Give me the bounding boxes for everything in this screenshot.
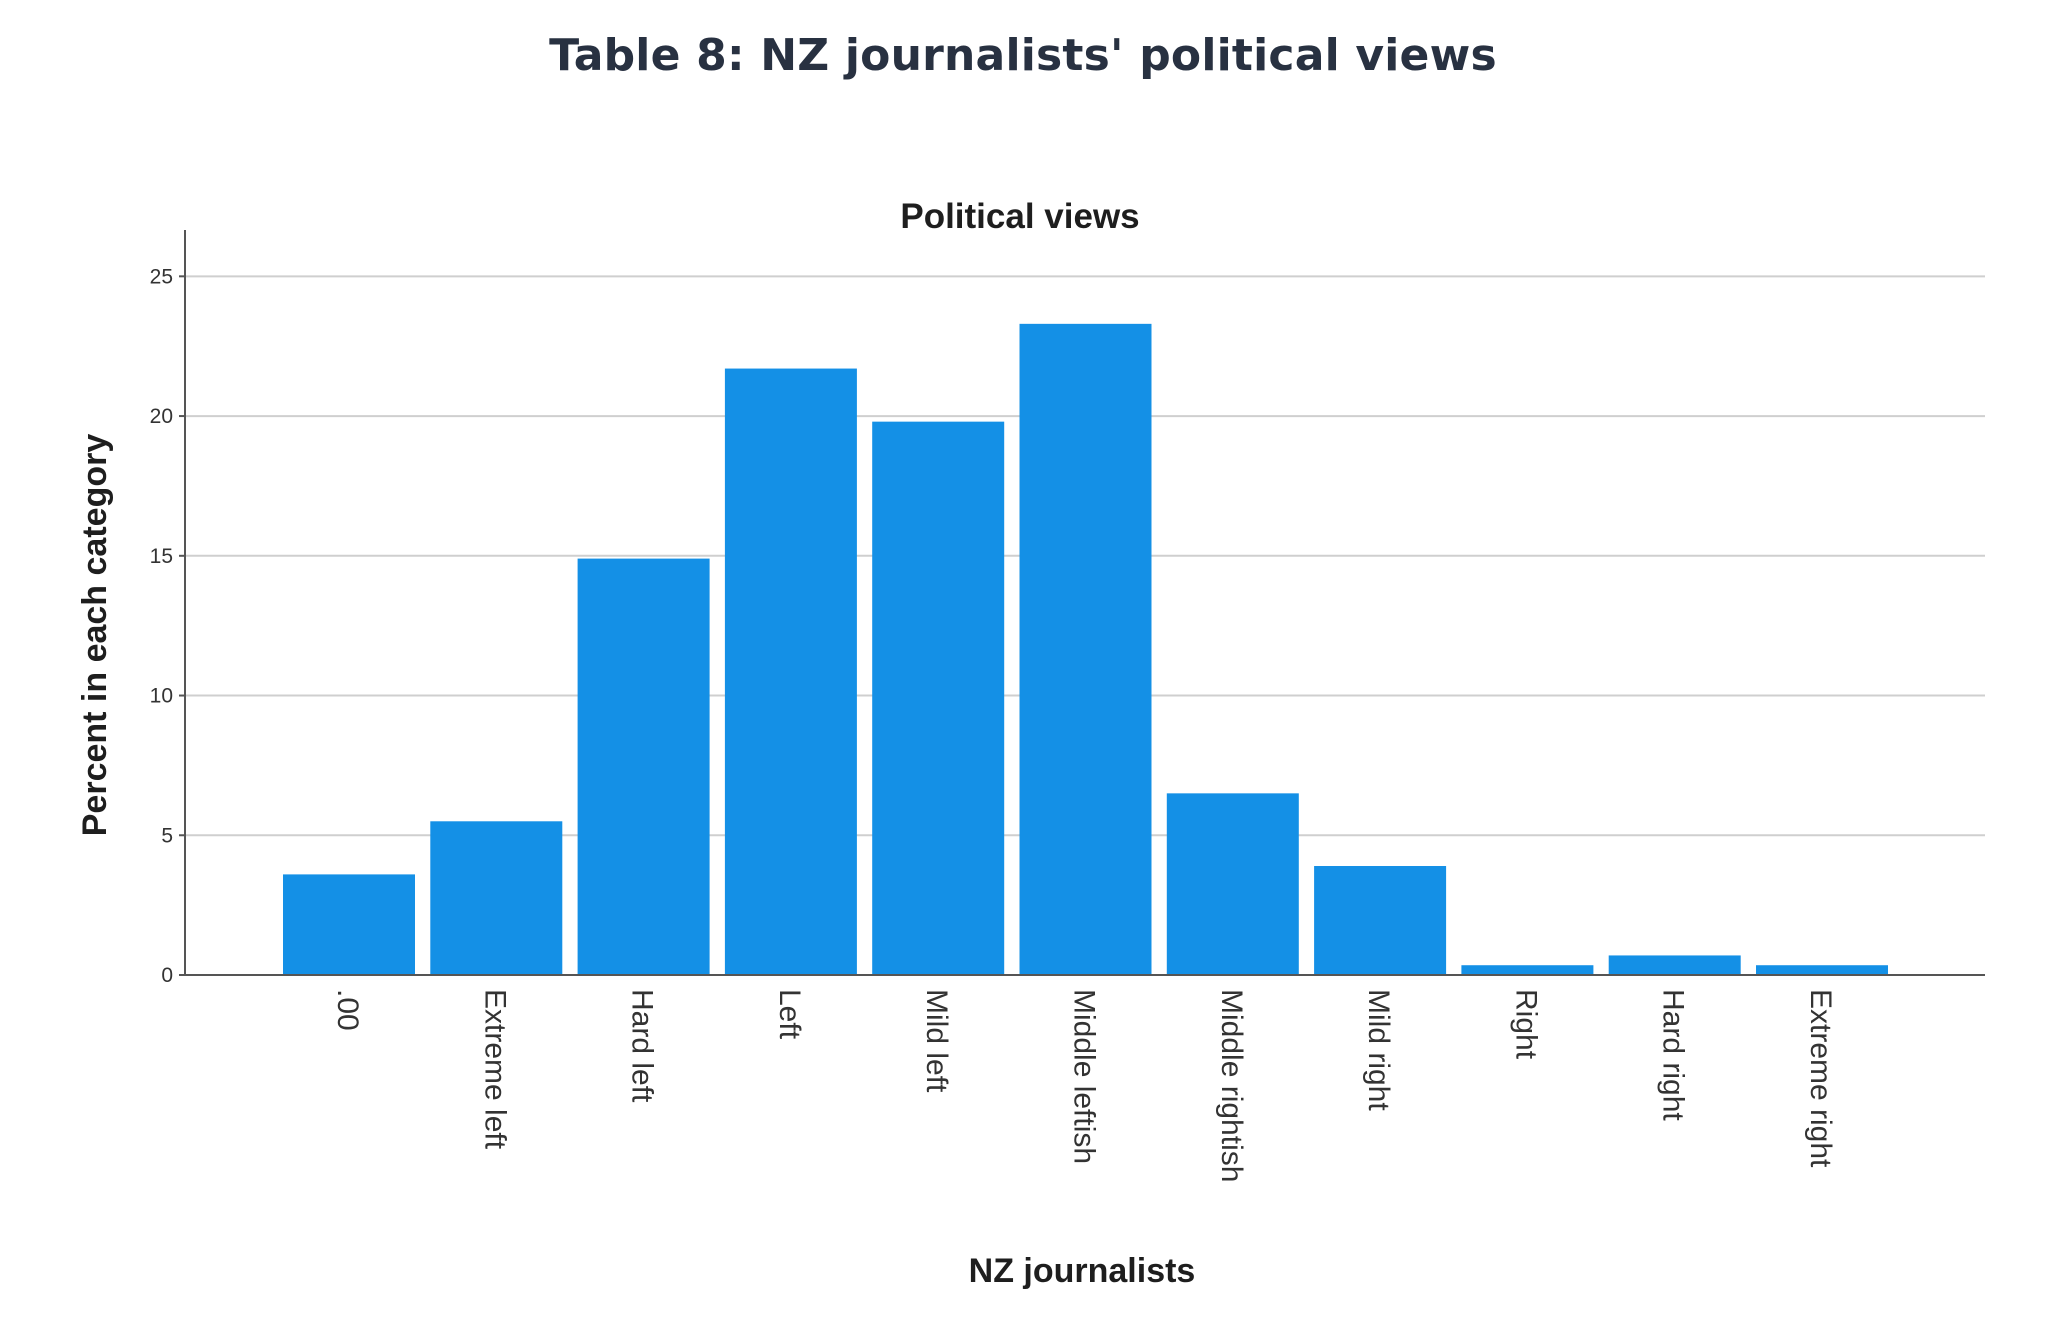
- y-tick-labels: 0 5 10 15 20 25: [150, 265, 173, 987]
- x-tick-label: Extreme left: [478, 989, 511, 1150]
- bar: [430, 821, 563, 975]
- x-tick-label: .00: [331, 989, 364, 1031]
- x-tick-label: Middle rightish: [1215, 989, 1248, 1182]
- y-tick-label: 0: [161, 964, 173, 987]
- x-tick-label: Right: [1509, 989, 1542, 1060]
- y-axis-label: Percent in each category: [76, 434, 114, 837]
- bar: [1608, 955, 1741, 975]
- x-tick-label: Hard right: [1657, 989, 1690, 1121]
- page-title: Table 8: NZ journalists' political views: [549, 30, 1497, 81]
- x-tick-label: Mild right: [1362, 989, 1395, 1111]
- bar: [1461, 965, 1594, 975]
- y-tick-label: 10: [150, 685, 173, 708]
- y-tick-label: 20: [150, 405, 173, 428]
- x-tick-label: Hard left: [626, 989, 659, 1103]
- x-tick-label: Mild left: [920, 989, 953, 1093]
- bar: [283, 874, 415, 975]
- axes: [179, 230, 1985, 976]
- x-tick-label: Middle leftish: [1068, 989, 1101, 1164]
- x-tick-label: Left: [773, 989, 806, 1040]
- y-tick-label: 25: [150, 265, 173, 288]
- bar: [1019, 323, 1152, 975]
- bar: [1166, 793, 1299, 975]
- bar: [872, 421, 1005, 975]
- bar: [577, 558, 710, 975]
- bar: [724, 368, 857, 975]
- x-tick-labels: .00 Extreme left Hard left Left Mild left Mid…: [331, 989, 1837, 1182]
- bars: [283, 323, 1888, 975]
- chart-title: Political views: [900, 197, 1139, 236]
- y-tick-label: 5: [161, 824, 173, 847]
- y-tick-label: 15: [150, 545, 173, 568]
- bar: [1314, 866, 1447, 975]
- bar: [1756, 965, 1888, 975]
- x-axis-label: NZ journalists: [969, 1252, 1196, 1290]
- x-tick-label: Extreme right: [1804, 989, 1837, 1168]
